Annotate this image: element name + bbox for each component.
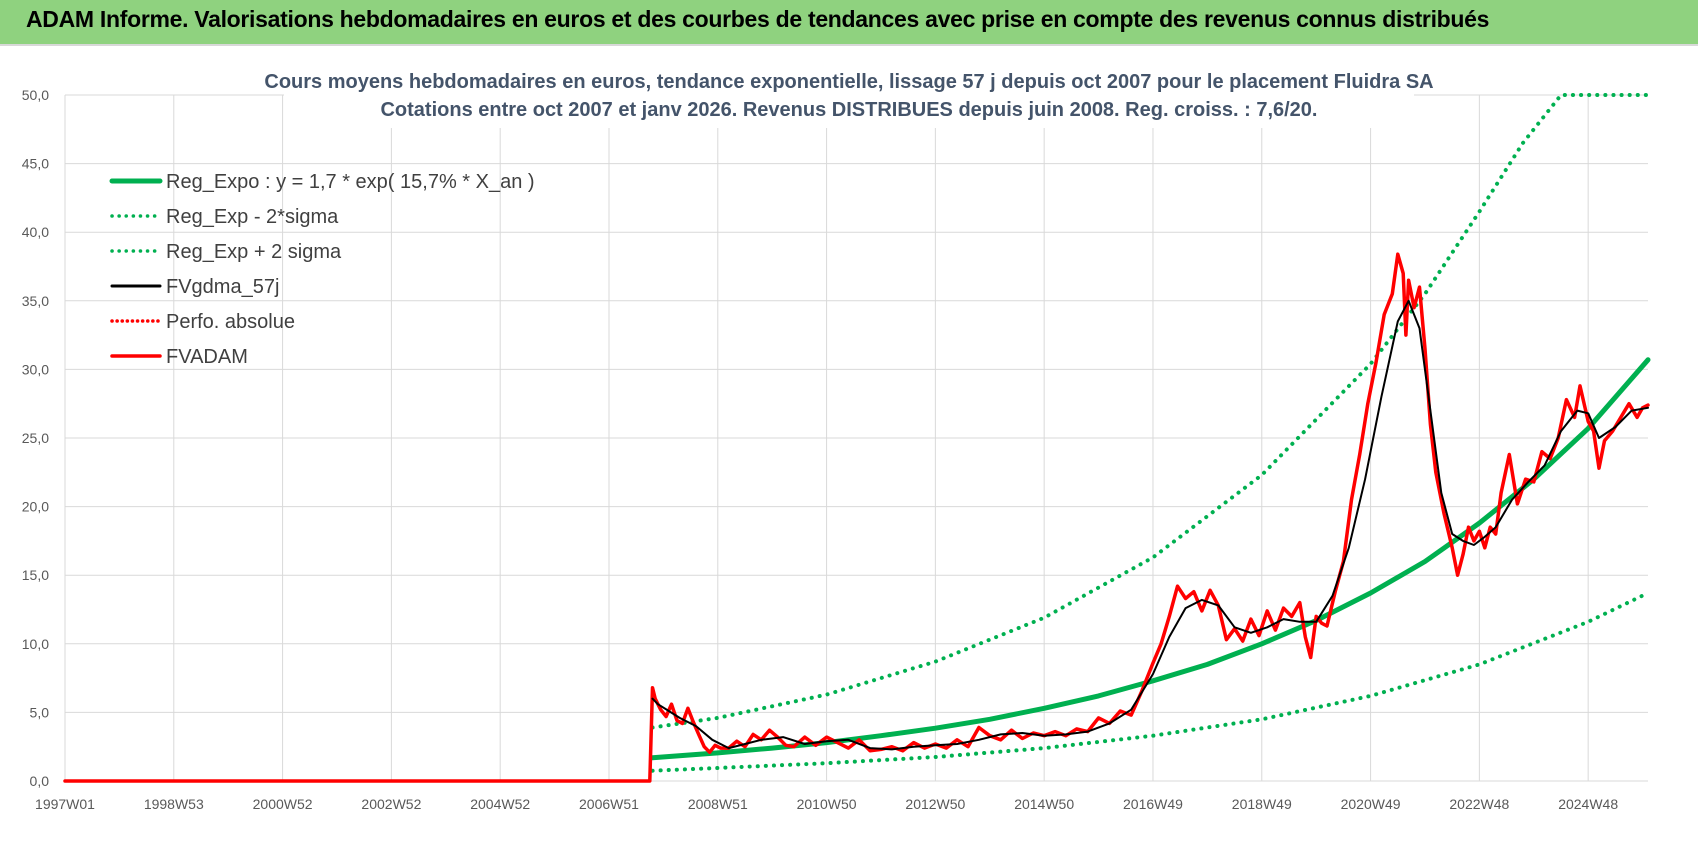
x-tick-label: 2012W50 [905, 796, 965, 812]
line-chart: 0,0 5,0 10,0 15,0 20,0 25,0 30,0 35,0 40,0 45,0 50… [22, 64, 1651, 812]
y-tick-label: 15,0 [22, 567, 49, 583]
x-tick-label: 2014W50 [1014, 796, 1074, 812]
y-tick-label: 10,0 [22, 636, 49, 652]
series-line-3 [651, 299, 1649, 751]
y-tick-label: 50,0 [22, 87, 49, 103]
x-tick-label: 2008W51 [688, 796, 748, 812]
legend-label: FVADAM [166, 346, 248, 368]
plot-series [63, 93, 1651, 783]
x-tick-label: 2000W52 [253, 796, 313, 812]
banner-title: ADAM Informe. Valorisations hebdomadaire… [26, 6, 1490, 32]
chart-area: 0,0 5,0 10,0 15,0 20,0 25,0 30,0 35,0 40,0 45,0 50… [0, 44, 1698, 848]
series-line-0 [650, 357, 1651, 761]
x-tick-label: 2020W49 [1341, 796, 1401, 812]
x-tick-label: 2018W49 [1232, 796, 1292, 812]
series-line-1 [650, 591, 1650, 773]
y-tick-label: 5,0 [30, 704, 50, 720]
series-line-2 [650, 93, 1650, 730]
chart-title: Cours moyens hebdomadaires en euros, ten… [264, 71, 1433, 93]
x-axis-ticks: 1997W01 1998W53 2000W52 2002W52 2004W52 2006W… [35, 796, 1618, 812]
x-tick-label: 2022W48 [1449, 796, 1509, 812]
x-tick-label: 1997W01 [35, 796, 95, 812]
chart-grid [64, 94, 1648, 782]
legend-label: Reg_Exp + 2 sigma [166, 241, 342, 263]
legend-label: Reg_Exp - 2*sigma [166, 206, 339, 228]
x-tick-label: 2010W50 [797, 796, 857, 812]
title-background [284, 64, 1414, 128]
y-tick-label: 0,0 [30, 773, 50, 789]
y-tick-label: 45,0 [22, 156, 49, 172]
x-tick-label: 2006W51 [579, 796, 639, 812]
header-banner: ADAM Informe. Valorisations hebdomadaire… [0, 0, 1698, 46]
y-tick-label: 30,0 [22, 361, 49, 377]
y-tick-label: 25,0 [22, 430, 49, 446]
series-line-5 [63, 252, 1650, 783]
x-tick-label: 2002W52 [361, 796, 421, 812]
legend-label: FVgdma_57j [166, 276, 279, 298]
legend-label: Perfo. absolue [166, 311, 295, 333]
y-tick-label: 20,0 [22, 499, 49, 515]
y-tick-label: 40,0 [22, 224, 49, 240]
x-tick-label: 2024W48 [1558, 796, 1618, 812]
chart-subtitle: Cotations entre oct 2007 et janv 2026. R… [380, 99, 1317, 121]
y-tick-label: 35,0 [22, 293, 49, 309]
x-tick-label: 1998W53 [144, 796, 204, 812]
x-tick-label: 2016W49 [1123, 796, 1183, 812]
y-axis-ticks: 0,0 5,0 10,0 15,0 20,0 25,0 30,0 35,0 40,0 45,0 50… [22, 87, 49, 789]
x-tick-label: 2004W52 [470, 796, 530, 812]
chart-legend: Reg_Expo : y = 1,7 * exp( 15,7% * X_an )… [109, 171, 535, 368]
legend-label: Reg_Expo : y = 1,7 * exp( 15,7% * X_an ) [166, 171, 535, 193]
